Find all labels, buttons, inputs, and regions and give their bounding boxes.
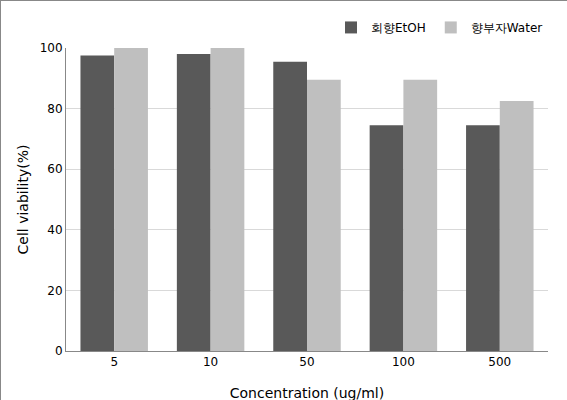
svg-text:500: 500 (488, 355, 511, 369)
svg-text:60: 60 (47, 162, 62, 176)
svg-text:80: 80 (47, 102, 62, 116)
svg-text:100: 100 (40, 41, 63, 55)
svg-text:0: 0 (55, 344, 63, 358)
svg-text:20: 20 (47, 284, 62, 298)
svg-text:회향EtOH: 회향EtOH (371, 21, 426, 35)
svg-text:10: 10 (203, 355, 218, 369)
svg-text:5: 5 (110, 355, 118, 369)
svg-text:40: 40 (47, 223, 62, 237)
svg-text:향부자Water: 향부자Water (471, 21, 543, 35)
svg-text:Concentration (ug/ml): Concentration (ug/ml) (230, 385, 384, 400)
svg-text:100: 100 (392, 355, 415, 369)
svg-text:50: 50 (299, 355, 314, 369)
svg-text:Cell viability(%): Cell viability(%) (15, 145, 31, 255)
